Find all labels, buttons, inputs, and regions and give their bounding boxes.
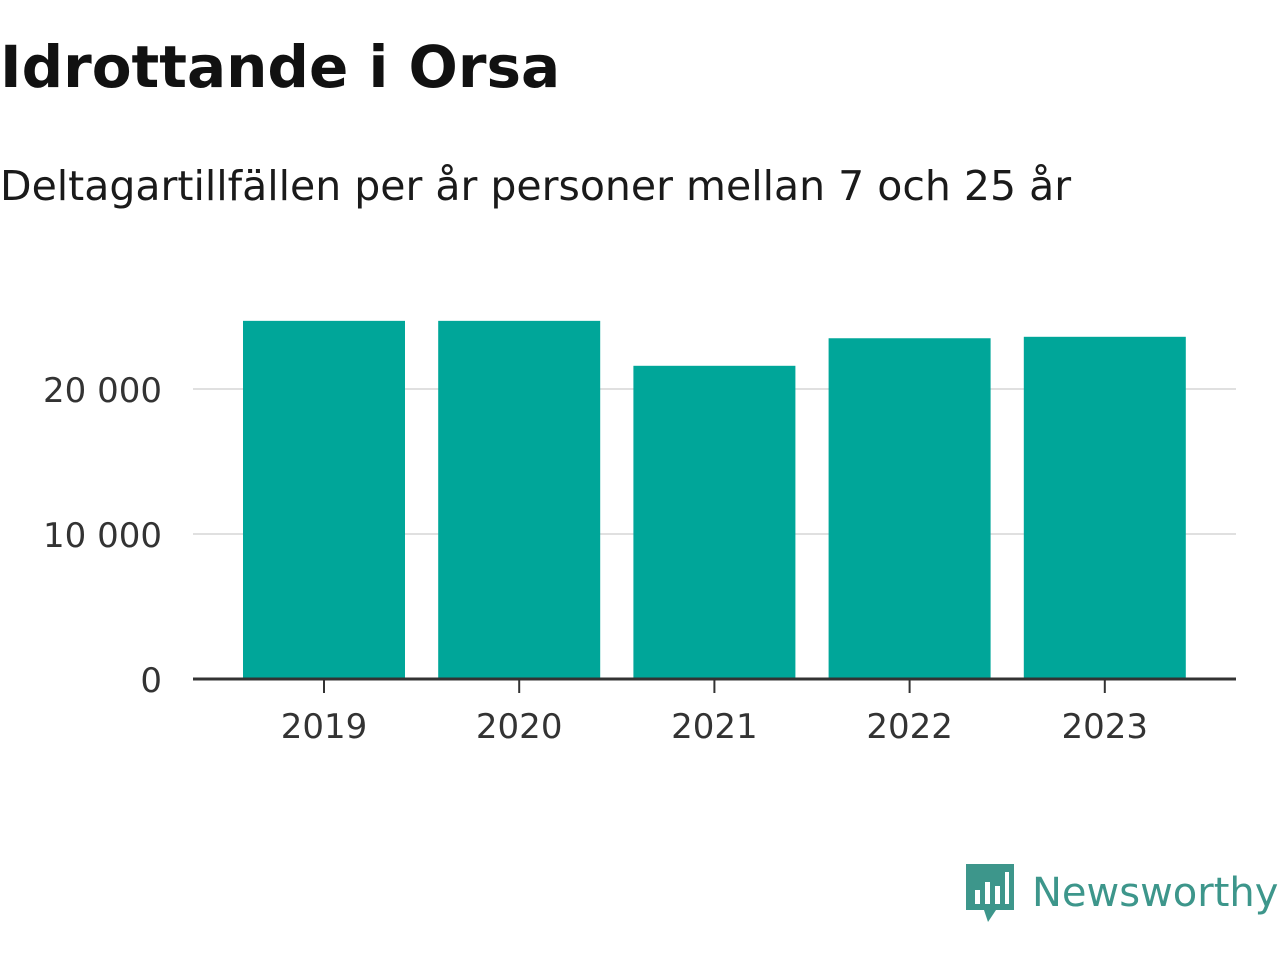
- x-tick-label: 2020: [476, 707, 563, 747]
- x-tick-label: 2023: [1062, 707, 1149, 747]
- brand-logo: Newsworthy: [964, 862, 1278, 924]
- brand-name: Newsworthy: [1032, 870, 1279, 916]
- bar: [828, 338, 991, 679]
- x-tick-label: 2019: [281, 707, 368, 747]
- chart-subtitle: Deltagartillfällen per år personer mella…: [0, 162, 1072, 210]
- x-tick-label: 2022: [866, 707, 953, 747]
- bar: [633, 365, 796, 679]
- y-tick-label: 10 000: [43, 516, 162, 556]
- y-tick-label: 20 000: [43, 371, 162, 411]
- bar: [243, 320, 405, 679]
- chart-title: Idrottande i Orsa: [0, 33, 561, 101]
- y-tick-label: 0: [140, 661, 162, 701]
- x-tick-label: 2021: [671, 707, 758, 747]
- newsworthy-logo-icon: [966, 864, 1014, 922]
- bar: [1023, 336, 1186, 679]
- bar: [438, 320, 601, 679]
